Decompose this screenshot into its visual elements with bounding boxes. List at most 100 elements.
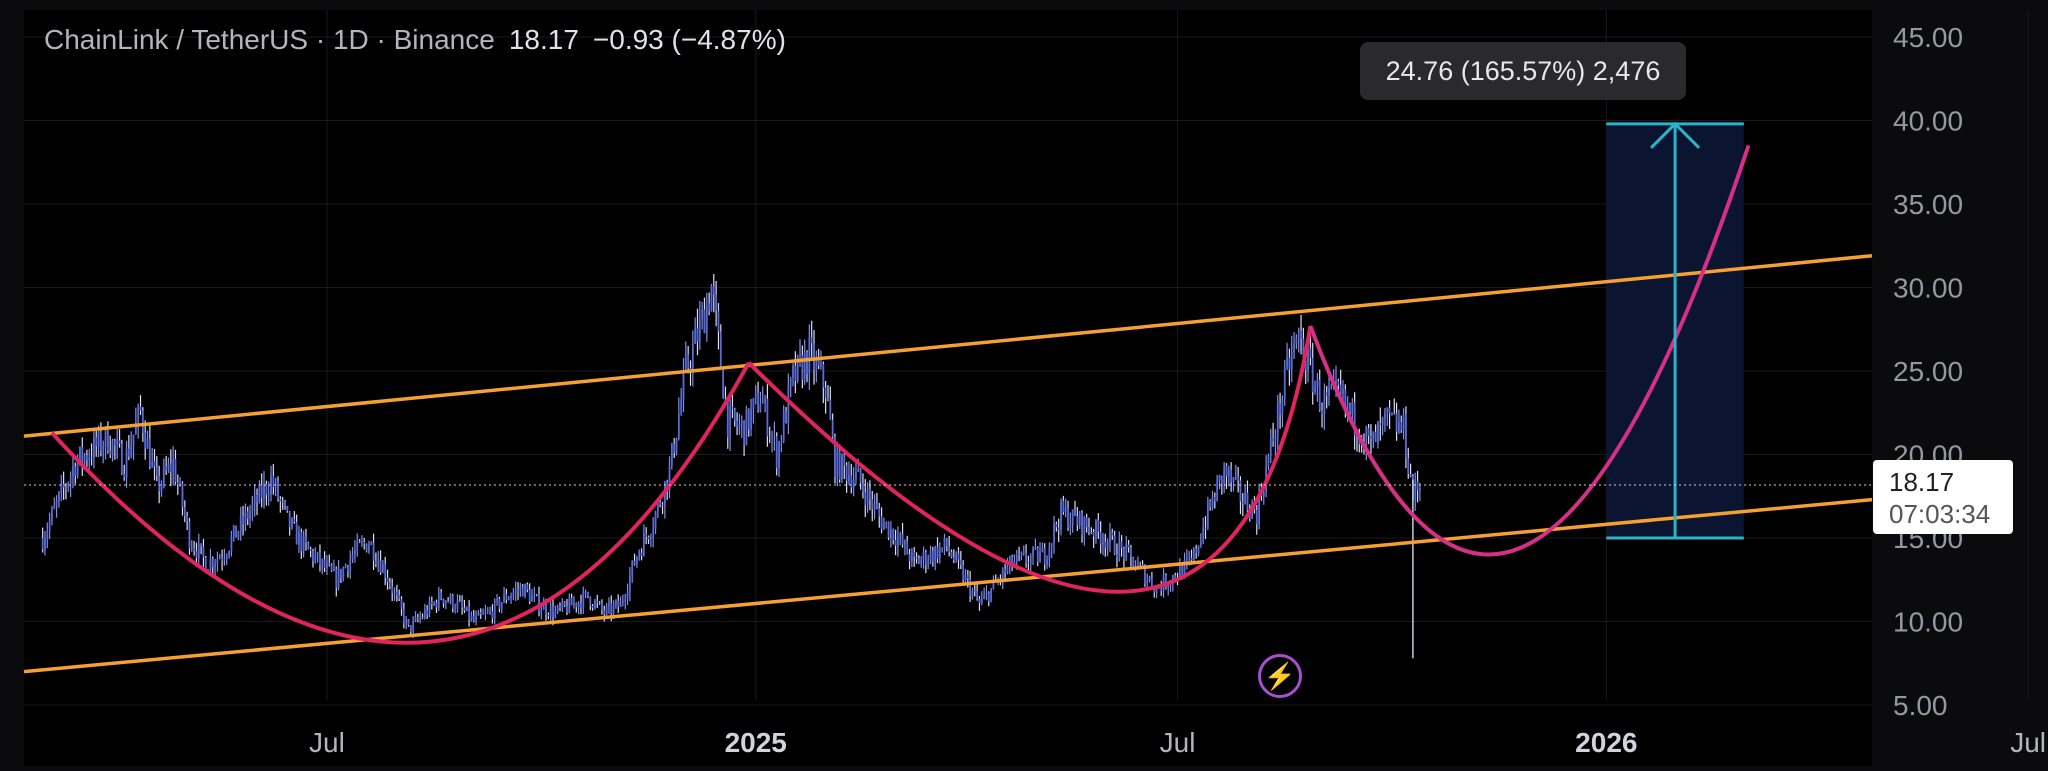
candle-body [547, 614, 550, 617]
candle-body [591, 605, 594, 608]
candle-body [673, 443, 676, 453]
candle-body [629, 575, 631, 593]
candle-body [225, 555, 228, 559]
candle-body [309, 549, 312, 552]
candle-body [852, 479, 855, 488]
candle-body [813, 343, 815, 371]
candle-body [731, 406, 734, 409]
candle-body [232, 525, 235, 538]
candle-body [990, 588, 993, 602]
candle-body [855, 472, 857, 480]
candle-body [1405, 414, 1407, 459]
symbol-name[interactable]: ChainLink / TetherUS · 1D · Binance [44, 24, 495, 55]
candle-body [1365, 427, 1368, 445]
candle-body [1137, 563, 1139, 568]
candle-body [97, 431, 100, 447]
candle-body [1160, 587, 1163, 592]
candle-body [186, 515, 189, 522]
candle-body [906, 541, 909, 555]
candle-body [1151, 578, 1153, 588]
candle-body [379, 560, 382, 573]
candle-body [883, 523, 885, 530]
candle-body [845, 465, 848, 481]
candle-body [337, 569, 340, 588]
candle-body [822, 364, 825, 388]
candle-body [1083, 517, 1086, 536]
candle-body [174, 458, 177, 483]
candle-body [1395, 413, 1398, 432]
channel-line [23, 254, 1873, 438]
candle-body [715, 294, 718, 311]
candle-body [388, 582, 391, 587]
chart-area[interactable] [24, 10, 1872, 766]
candle-body [288, 511, 291, 528]
candle-body [1325, 392, 1328, 396]
candle-body [400, 598, 403, 609]
candle-body [319, 552, 321, 565]
candle-body [356, 541, 359, 551]
candle-body [100, 431, 102, 451]
candle-body [1230, 469, 1233, 483]
x-axis[interactable]: Jul 2025 Jul 2026 Jul [309, 727, 2046, 758]
candle-body [1146, 579, 1149, 585]
candle-body [374, 560, 377, 564]
candle-body [160, 483, 163, 492]
candle-body [689, 368, 692, 371]
candle-body [1153, 587, 1156, 593]
candle-body [1029, 556, 1032, 564]
candle-body [204, 557, 207, 573]
candle-body [258, 484, 261, 503]
overlays[interactable] [23, 121, 1873, 674]
candle-body [866, 489, 869, 506]
candle-body [484, 612, 487, 614]
candle-body [1213, 496, 1216, 502]
candle-body [361, 542, 363, 544]
candle-body [1314, 386, 1316, 393]
candle-body [398, 595, 401, 599]
candle-body [1048, 547, 1051, 560]
candle-body [1307, 348, 1309, 371]
candle-body [1311, 357, 1314, 393]
candle-body [796, 355, 799, 381]
candle-body [645, 533, 648, 537]
candle-body [449, 595, 452, 602]
candle-body [426, 609, 429, 615]
y-axis[interactable]: 45.0040.0035.0030.0025.0020.0015.0010.00… [1893, 22, 1963, 721]
candle-body [1015, 553, 1018, 562]
price-tag: 18.17 07:03:34 [1873, 460, 2013, 534]
candle-body [221, 558, 223, 561]
candle-body [836, 450, 839, 477]
candle-body [447, 600, 450, 602]
candle-body [58, 492, 60, 502]
candle-body [53, 505, 56, 509]
candle-body [141, 410, 144, 433]
candle-body [1204, 527, 1207, 529]
candle-body [1407, 458, 1410, 474]
candle-body [1111, 532, 1114, 536]
candle-body [1211, 496, 1214, 508]
candle-body [302, 536, 305, 551]
candle-body [475, 615, 477, 621]
candle-body [437, 592, 440, 608]
candle-body [90, 457, 93, 459]
candle-body [542, 603, 545, 610]
candle-body [1339, 384, 1342, 395]
candle-body [817, 360, 820, 366]
candle-body [1297, 330, 1300, 338]
candle-body [284, 501, 286, 507]
candle-body [1416, 481, 1419, 491]
candle-body [1286, 357, 1288, 367]
candle-body [305, 536, 307, 543]
candle-body [370, 542, 373, 545]
candle-body [617, 600, 620, 607]
candle-body [272, 475, 275, 488]
candle-body [1127, 544, 1130, 548]
candle-body [1097, 520, 1100, 532]
candle-body [601, 602, 603, 611]
candle-body [862, 483, 864, 492]
candle-body [647, 536, 650, 540]
candle-body [1013, 561, 1016, 566]
candle-body [510, 596, 512, 599]
lightning-icon[interactable]: ⚡ [1258, 654, 1302, 698]
